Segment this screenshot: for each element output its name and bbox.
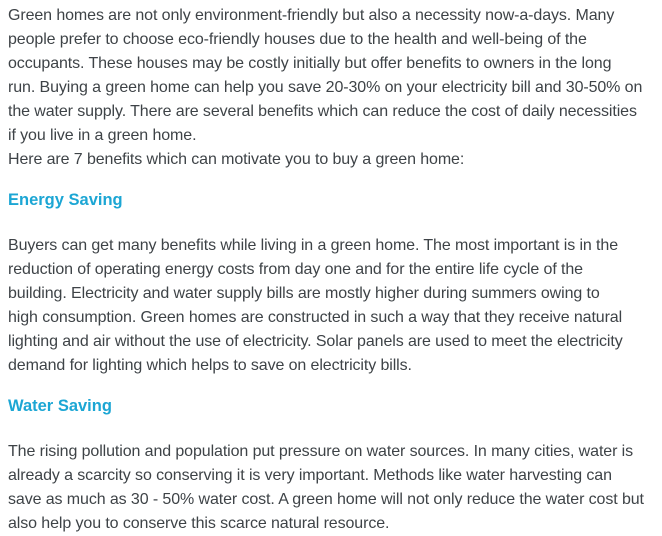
energy-saving-paragraph: Buyers can get many benefits while livin… <box>8 237 623 374</box>
intro-paragraph: Green homes are not only environment-fri… <box>8 7 643 168</box>
section-heading-water-saving: Water Saving <box>8 397 112 415</box>
water-saving-paragraph: The rising pollution and population put … <box>8 443 644 532</box>
section-heading-energy-saving: Energy Saving <box>8 191 123 209</box>
